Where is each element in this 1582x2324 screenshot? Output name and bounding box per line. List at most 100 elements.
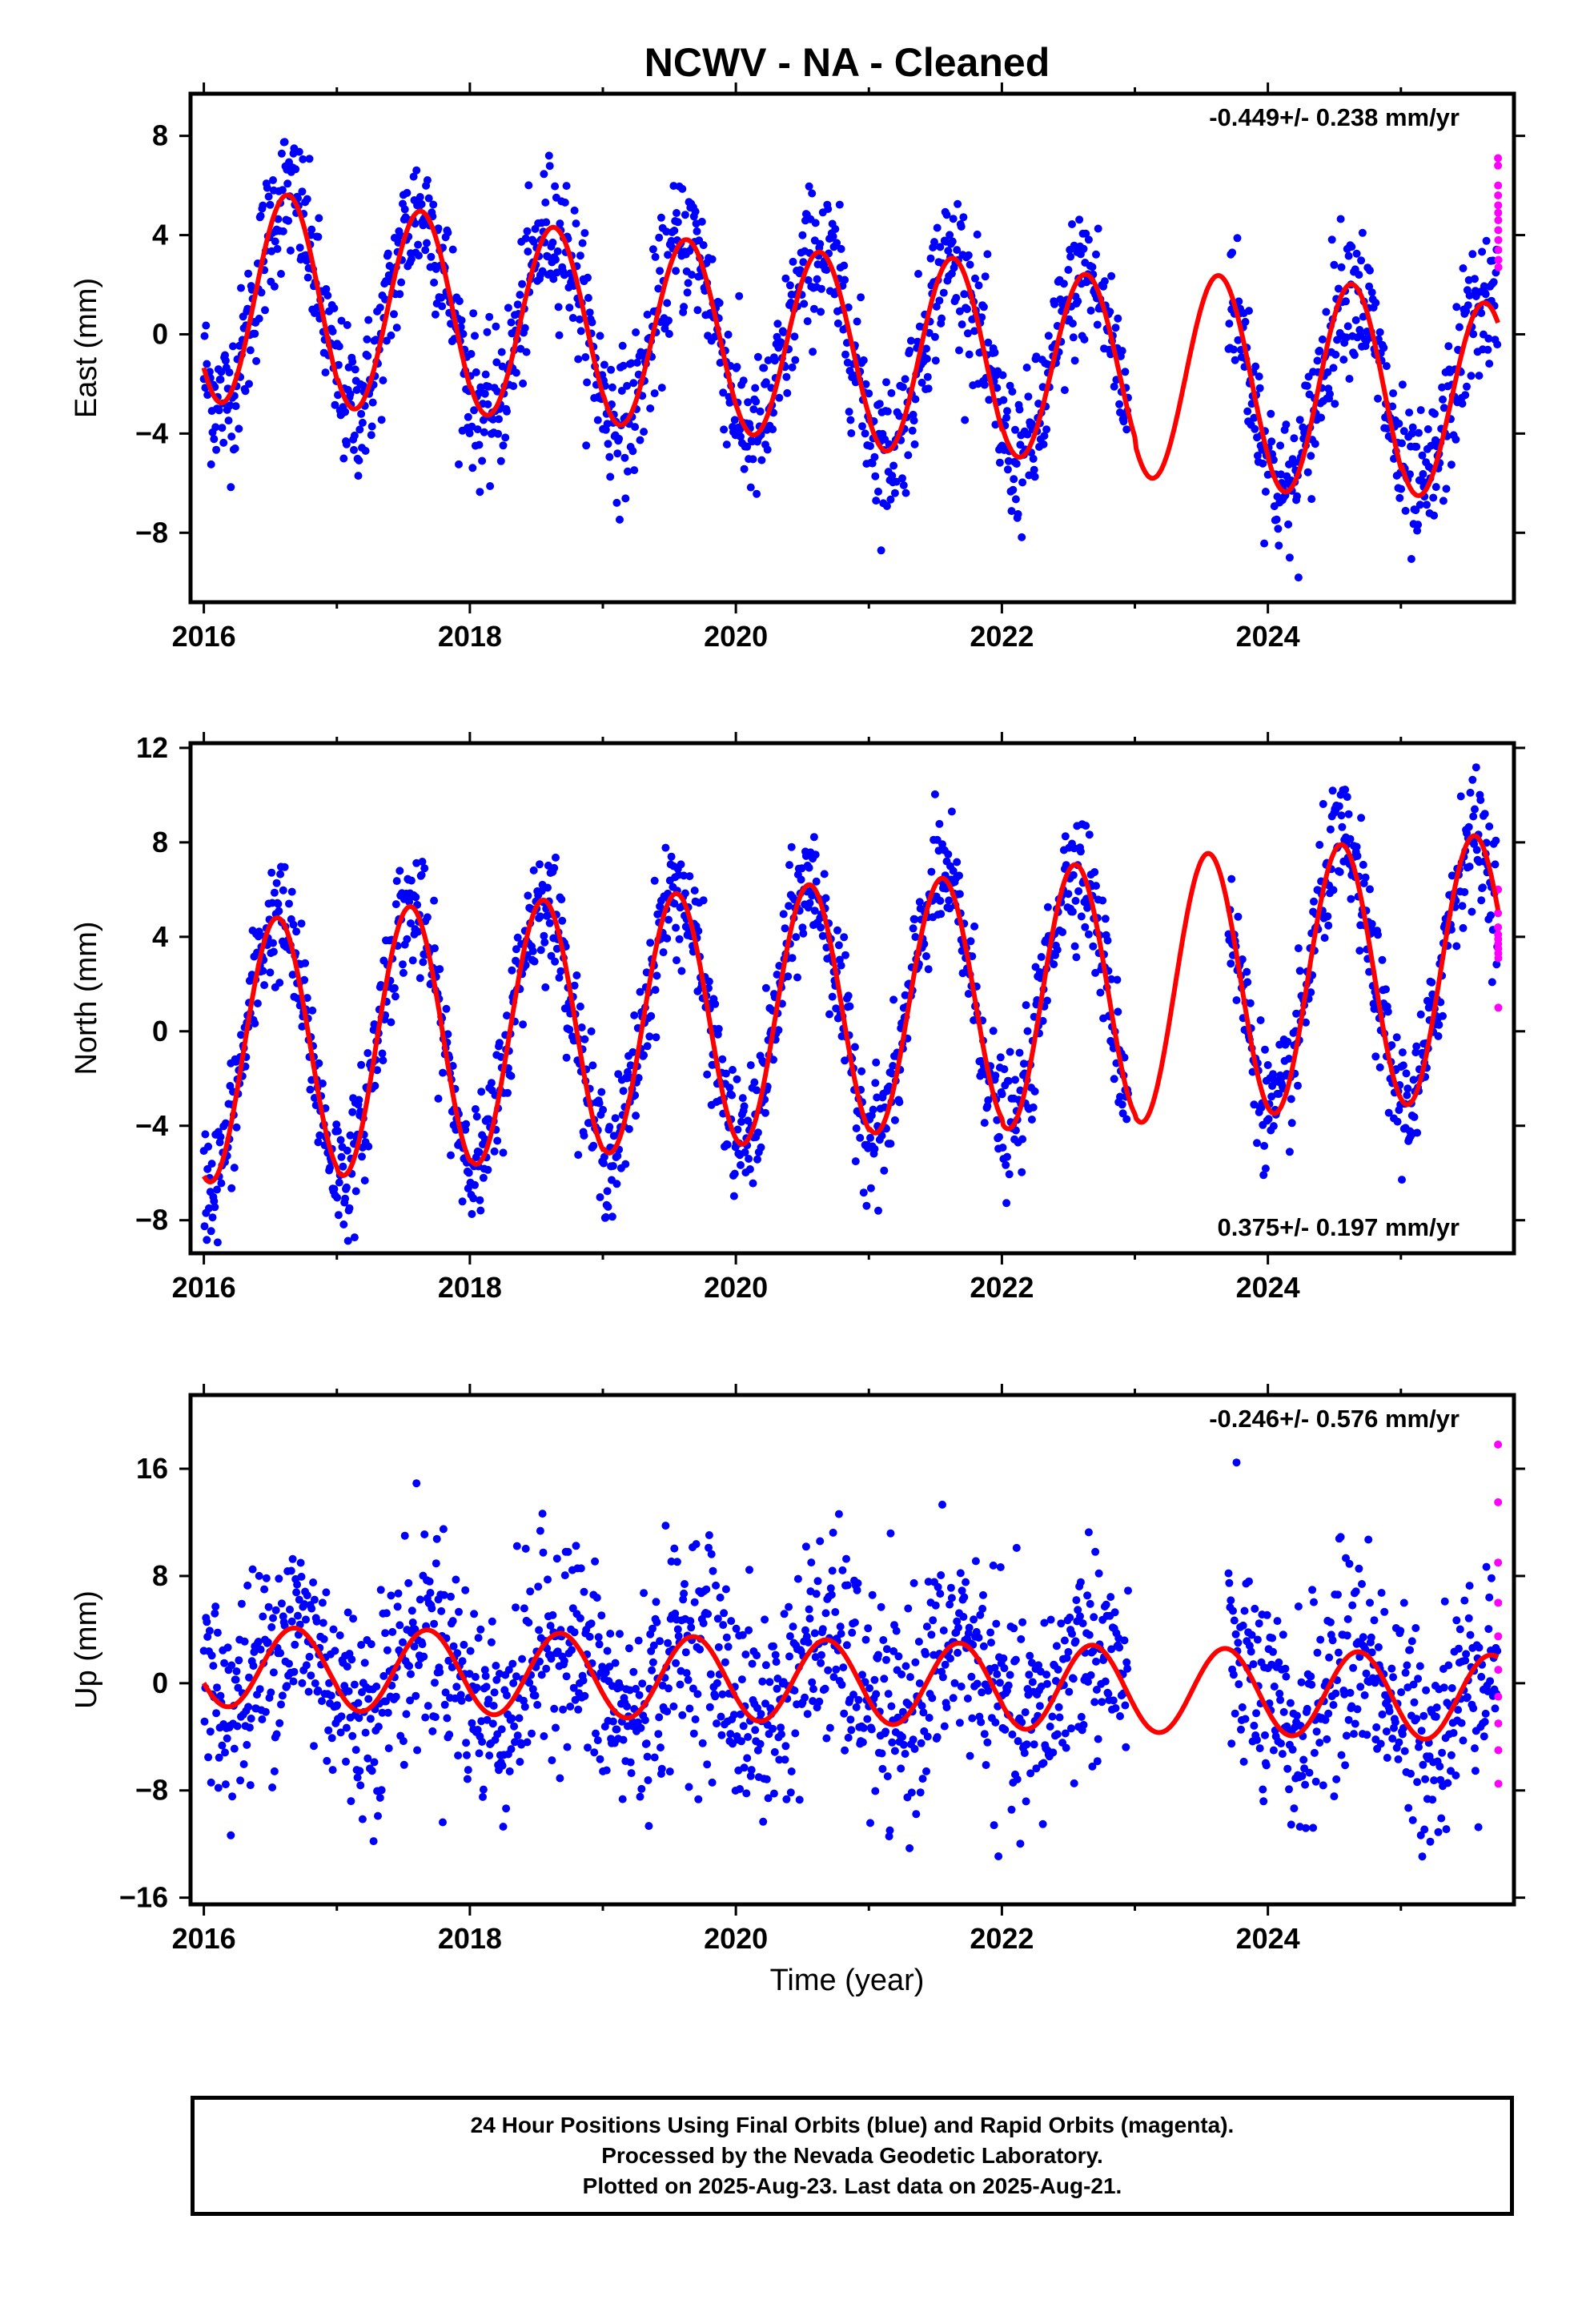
final-orbit-point (831, 225, 840, 233)
final-orbit-point (1006, 1671, 1014, 1679)
final-orbit-point (699, 1619, 708, 1627)
final-orbit-point (949, 215, 958, 223)
final-orbit-point (431, 1713, 440, 1722)
y-tick-label: 12 (136, 731, 168, 764)
final-orbit-point (1022, 1740, 1031, 1749)
final-orbit-point (1259, 1797, 1268, 1806)
final-orbit-point (269, 176, 277, 184)
final-orbit-point (987, 1638, 995, 1647)
final-orbit-point (817, 284, 825, 293)
final-orbit-point (516, 344, 525, 353)
final-orbit-point (1344, 1715, 1353, 1724)
final-orbit-point (664, 1638, 673, 1647)
final-orbit-point (963, 1695, 972, 1703)
final-orbit-point (648, 1666, 656, 1675)
final-orbit-point (785, 1632, 794, 1641)
final-orbit-point (1370, 1616, 1379, 1625)
final-orbit-point (1302, 1823, 1310, 1832)
final-orbit-point (1469, 330, 1478, 339)
final-orbit-point (403, 188, 412, 197)
final-orbit-point (753, 1651, 761, 1660)
rapid-orbit-point (1494, 226, 1503, 235)
final-orbit-point (409, 172, 418, 181)
final-orbit-point (817, 923, 825, 932)
final-orbit-point (363, 352, 372, 360)
final-orbit-point (978, 1604, 987, 1613)
final-orbit-point (628, 447, 637, 456)
final-orbit-point (648, 245, 657, 254)
final-orbit-point (1106, 1593, 1115, 1602)
final-orbit-point (325, 1679, 334, 1687)
final-orbit-point (555, 973, 564, 982)
final-orbit-point (1048, 1712, 1057, 1721)
final-orbit-point (364, 1695, 373, 1703)
final-orbit-point (406, 1696, 415, 1705)
rapid-orbit-point (1494, 154, 1503, 163)
final-orbit-point (1123, 1664, 1132, 1673)
final-orbit-point (741, 1651, 750, 1659)
final-orbit-point (1478, 247, 1487, 256)
final-orbit-point (813, 275, 821, 283)
final-orbit-point (618, 341, 627, 350)
final-orbit-point (1234, 912, 1243, 921)
final-orbit-point (424, 1702, 432, 1711)
final-orbit-point (347, 1655, 356, 1664)
final-orbit-point (384, 1744, 393, 1753)
final-orbit-point (1328, 1636, 1337, 1645)
final-orbit-point (277, 149, 286, 158)
final-orbit-point (809, 348, 817, 356)
final-orbit-point (948, 237, 957, 246)
final-orbit-point (434, 224, 443, 233)
final-orbit-point (805, 1605, 813, 1614)
final-orbit-point (1365, 282, 1374, 291)
final-orbit-point (568, 314, 577, 322)
final-orbit-point (550, 1704, 559, 1713)
final-orbit-point (1439, 395, 1447, 404)
final-orbit-point (1046, 1723, 1054, 1731)
final-orbit-point (746, 1061, 755, 1070)
final-orbit-point (479, 1173, 488, 1182)
final-orbit-point (1394, 1755, 1403, 1763)
final-orbit-point (603, 1187, 612, 1196)
final-orbit-point (692, 1540, 701, 1549)
final-orbit-point (650, 389, 659, 398)
final-orbit-point (839, 1663, 848, 1672)
final-orbit-point (1485, 822, 1494, 830)
final-orbit-point (779, 328, 788, 336)
final-orbit-point (243, 1581, 252, 1590)
final-orbit-point (648, 1658, 657, 1667)
final-orbit-point (390, 310, 398, 319)
final-orbit-point (487, 1638, 496, 1647)
final-orbit-point (673, 218, 682, 227)
final-orbit-point (656, 1743, 665, 1752)
final-orbit-point (530, 957, 539, 966)
final-orbit-point (931, 356, 940, 365)
final-orbit-point (391, 900, 400, 909)
final-orbit-point (1098, 1698, 1106, 1707)
final-orbit-point (1335, 802, 1343, 810)
final-orbit-point (1245, 1577, 1253, 1586)
final-orbit-point (1329, 886, 1338, 895)
final-orbit-point (923, 372, 932, 381)
final-orbit-point (901, 375, 909, 384)
final-orbit-point (335, 1178, 343, 1187)
final-orbit-point (1003, 407, 1011, 416)
final-orbit-point (1225, 1578, 1234, 1587)
final-orbit-point (868, 459, 877, 468)
final-orbit-point (939, 288, 948, 297)
final-orbit-point (775, 1755, 784, 1764)
final-orbit-point (580, 229, 589, 237)
final-orbit-point (1444, 1661, 1453, 1670)
final-orbit-point (887, 388, 896, 397)
final-orbit-point (740, 1763, 749, 1772)
final-orbit-point (805, 899, 814, 907)
final-orbit-point (1435, 1020, 1443, 1029)
final-orbit-point (1331, 1689, 1340, 1698)
final-orbit-point (1295, 967, 1304, 975)
final-orbit-point (606, 1630, 615, 1638)
final-orbit-point (534, 1582, 543, 1591)
final-orbit-point (344, 1687, 353, 1695)
final-orbit-point (882, 502, 891, 510)
final-orbit-point (203, 1164, 212, 1173)
final-orbit-point (681, 889, 689, 898)
